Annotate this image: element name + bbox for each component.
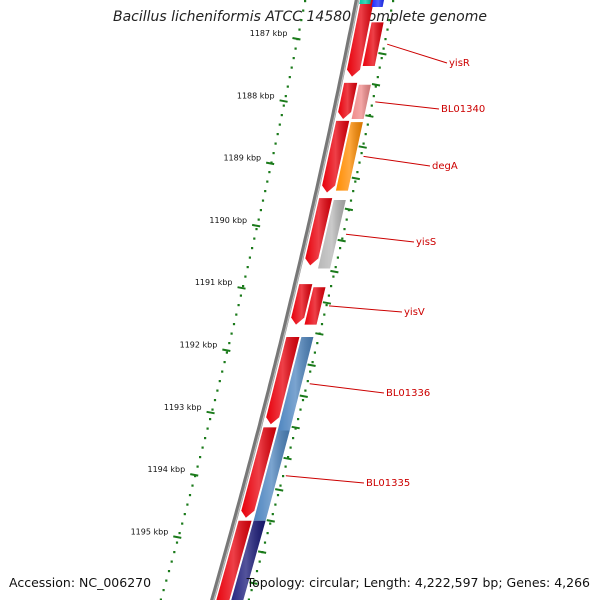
- cds-arrow-shade: [322, 120, 350, 193]
- minor-tick-mark: [371, 83, 381, 87]
- minor-tick-mark: [257, 550, 267, 554]
- minor-tick-mark: [299, 394, 308, 398]
- kbp-tick-mark: [173, 535, 182, 539]
- gene-block-blue-shade: [371, 0, 385, 7]
- gene-leader-line: [387, 43, 448, 64]
- kbp-tick-mark: [251, 223, 261, 228]
- kbp-tick-mark: [206, 410, 215, 415]
- gene-block-shade: [362, 22, 384, 66]
- gene-leader-line: [328, 305, 403, 313]
- minor-tick-mark: [283, 456, 292, 461]
- minor-tick-mark: [337, 238, 346, 243]
- kbp-tick-label: 1192 kbp: [180, 341, 218, 350]
- kbp-tick-mark: [190, 473, 199, 477]
- kbp-tick-label: 1194 kbp: [148, 465, 186, 474]
- gene-label-dega: degA: [432, 161, 458, 172]
- gene-block-navy-shade: [231, 520, 266, 600]
- gene-block-teal-shade: [359, 0, 372, 4]
- gene-labels: yisR BL01340 degA yisS yisV BL01336 BL01335: [285, 43, 485, 489]
- backbone: [210, 0, 360, 600]
- kbp-tick-mark: [292, 37, 301, 41]
- gene-leader-line: [345, 233, 415, 243]
- gene-leader-line: [285, 475, 365, 484]
- gene-block-shade: [335, 122, 363, 191]
- cds-arrow-shade: [216, 520, 252, 600]
- genome-title: Bacillus licheniformis ATCC 14580, compl…: [113, 9, 487, 25]
- gene-label-yisv: yisV: [404, 307, 425, 318]
- gene-block-shade: [253, 430, 290, 521]
- kbp-tick-mark: [222, 348, 231, 352]
- minor-tick-mark: [378, 52, 387, 56]
- kbp-ticks: 1187 kbp 1188 kbp 1189 kbp 1190 kbp 1191 kbp…: [131, 29, 387, 585]
- gene-track: [231, 0, 385, 600]
- cds-arrow-shade: [291, 284, 313, 325]
- gene-label-bl01335: BL01335: [366, 478, 410, 489]
- kbp-tick-label: 1195 kbp: [131, 527, 169, 536]
- cds-arrow-shade: [347, 0, 374, 77]
- kbp-tick-label: 1187 kbp: [250, 29, 288, 38]
- accession-text: Accession: NC_006270: [9, 575, 152, 590]
- gene-block-shade: [277, 337, 314, 431]
- minor-tick-mark: [322, 301, 332, 305]
- minor-tick-mark: [330, 269, 339, 274]
- scale-dotted-lines: [159, 0, 395, 600]
- cds-arrow-shade: [241, 427, 277, 518]
- minor-tick-mark: [275, 488, 284, 492]
- cds-arrow-shade: [338, 82, 358, 119]
- cds-arrow-shade: [266, 337, 300, 425]
- gene-block-shade: [304, 287, 326, 325]
- kbp-tick-label: 1188 kbp: [237, 91, 275, 100]
- minor-tick-mark: [358, 145, 367, 149]
- kbp-tick-mark: [237, 286, 246, 290]
- gene-leader-line: [375, 101, 440, 110]
- gene-label-bl01336: BL01336: [386, 388, 430, 399]
- kbp-tick-mark: [265, 161, 275, 166]
- minor-tick-mark: [315, 332, 324, 336]
- cds-track: [216, 0, 374, 600]
- minor-tick-mark: [249, 581, 258, 585]
- gene-label-bl01340: BL01340: [441, 104, 485, 115]
- gene-label-yisr: yisR: [449, 58, 470, 69]
- cds-arrow-shade: [305, 198, 333, 266]
- gene-block-shade: [351, 84, 371, 119]
- minor-tick-mark: [344, 207, 354, 212]
- minor-tick-mark: [351, 176, 361, 181]
- kbp-tick-label: 1191 kbp: [195, 278, 233, 287]
- minor-tick-mark: [307, 363, 316, 367]
- kbp-tick-label: 1189 kbp: [223, 154, 261, 163]
- minor-tick-mark: [365, 114, 374, 118]
- gene-label-yiss: yisS: [416, 237, 436, 248]
- minor-tick-mark: [266, 519, 275, 523]
- gene-block-shade: [318, 200, 346, 269]
- topology-text: Topology: circular; Length: 4,222,597 bp…: [246, 575, 590, 590]
- kbp-tick-label: 1193 kbp: [164, 403, 202, 412]
- gene-leader-line: [363, 155, 431, 167]
- kbp-tick-mark: [279, 99, 288, 103]
- kbp-tick-label: 1190 kbp: [209, 216, 247, 225]
- gene-leader-line: [309, 383, 385, 394]
- minor-tick-mark: [291, 425, 300, 430]
